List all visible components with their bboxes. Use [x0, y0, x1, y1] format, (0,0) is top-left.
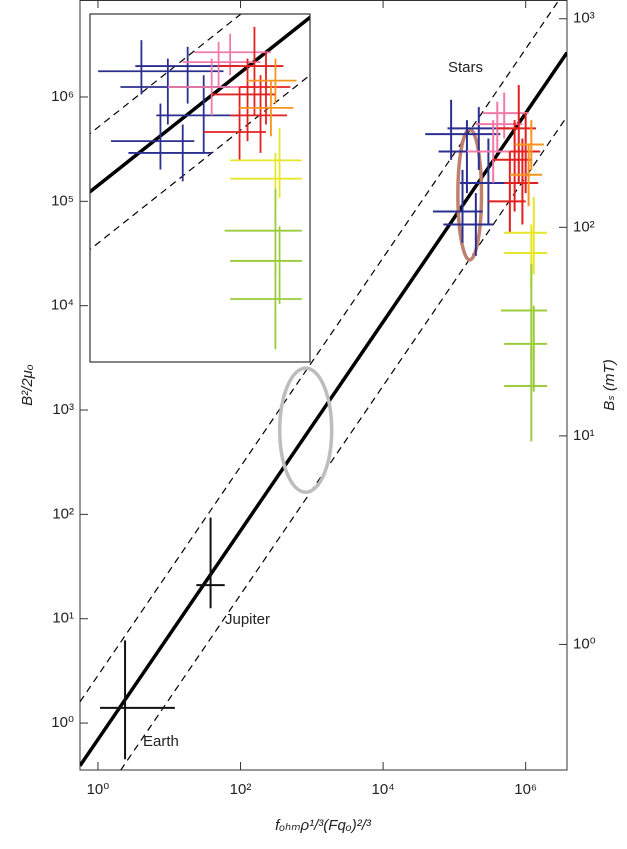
inset-frame [89, 13, 311, 363]
y2-tick-label: 10⁰ [573, 635, 596, 652]
y-tick-label: 10¹ [52, 610, 74, 627]
y-tick-label: 10³ [52, 401, 74, 418]
y-tick-label: 10⁰ [51, 714, 74, 731]
x-tick-label: 10⁴ [372, 781, 395, 798]
x-tick-label: 10⁰ [87, 781, 110, 798]
region-ellipse [277, 366, 334, 494]
y-axis-label: B²/2μₒ [19, 364, 36, 406]
x-tick-label: 10² [230, 781, 252, 798]
fit-line [90, 14, 242, 135]
plot-frame [79, 0, 568, 771]
fit-line [90, 74, 310, 251]
y2-tick-label: 10³ [573, 10, 595, 27]
y2-axis-label: Bₛ (mT) [601, 359, 618, 410]
fit-line [90, 15, 310, 194]
annotation: Earth [143, 733, 179, 750]
y-tick-label: 10⁴ [51, 297, 74, 314]
x-axis-label: fₒₕₘρ¹/³(Fqₒ)²/³ [275, 817, 372, 834]
y2-tick-label: 10² [573, 218, 595, 235]
annotation: Jupiter [225, 611, 270, 628]
plot-area [80, 0, 567, 770]
y2-tick-label: 10¹ [573, 427, 595, 444]
fit-line [80, 51, 567, 767]
y-tick-label: 10² [52, 505, 74, 522]
x-tick-label: 10⁶ [514, 781, 537, 798]
inset-area [90, 14, 310, 350]
annotation: Stars [448, 59, 483, 76]
y-tick-label: 10⁶ [51, 88, 74, 105]
y-tick-label: 10⁵ [51, 192, 74, 209]
